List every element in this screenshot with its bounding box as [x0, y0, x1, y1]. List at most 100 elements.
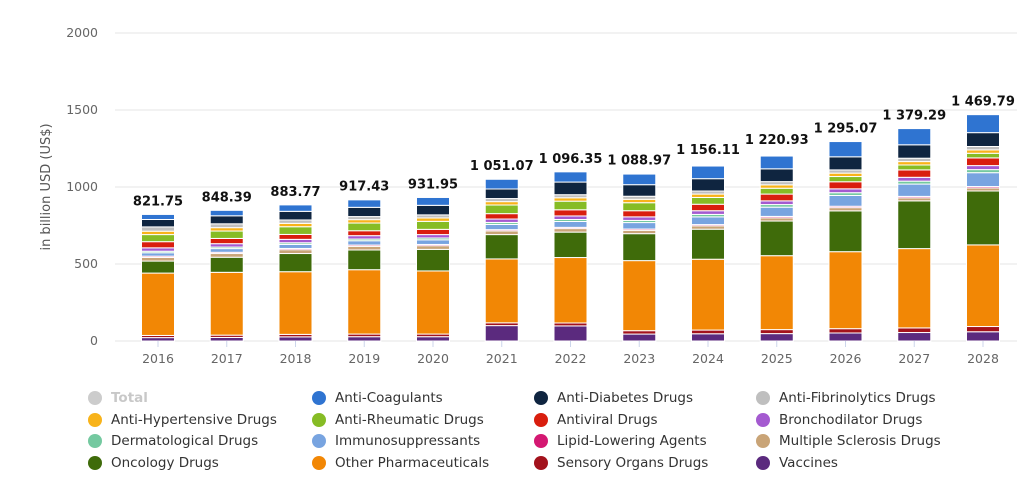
bar-segment-bronchodilator-drugs[interactable] — [897, 176, 932, 182]
bar-segment-anti-hypertensive-drugs[interactable] — [759, 184, 794, 189]
legend-item-bronchodilator-drugs[interactable]: Bronchodilator Drugs — [756, 410, 922, 430]
bar-segment-immunosuppressants[interactable] — [484, 223, 519, 231]
bar-segment-oncology-drugs[interactable] — [759, 220, 794, 257]
bar-segment-multiple-sclerosis-drugs[interactable] — [347, 245, 382, 251]
legend-item-multiple-sclerosis-drugs[interactable]: Multiple Sclerosis Drugs — [756, 431, 941, 451]
bar-segment-vaccines[interactable] — [347, 336, 382, 342]
bar-segment-other-pharmaceuticals[interactable] — [622, 260, 657, 332]
bar-segment-bronchodilator-drugs[interactable] — [347, 235, 382, 240]
bar-segment-anti-hypertensive-drugs[interactable] — [691, 193, 725, 198]
bar-segment-other-pharmaceuticals[interactable] — [759, 255, 794, 331]
bar-segment-antiviral-drugs[interactable] — [759, 193, 794, 202]
bar-segment-anti-coagulants[interactable] — [278, 204, 313, 212]
bar-segment-anti-diabetes-drugs[interactable] — [278, 210, 313, 221]
bar-segment-other-pharmaceuticals[interactable] — [209, 271, 244, 336]
bar-segment-antiviral-drugs[interactable] — [416, 228, 450, 236]
bar-segment-sensory-organs-drugs[interactable] — [759, 329, 794, 335]
bar-segment-other-pharmaceuticals[interactable] — [278, 271, 313, 335]
legend-item-antiviral-drugs[interactable]: Antiviral Drugs — [534, 410, 658, 430]
bar-segment-bronchodilator-drugs[interactable] — [553, 215, 588, 220]
bar-segment-anti-hypertensive-drugs[interactable] — [278, 222, 313, 228]
bar-segment-anti-rheumatic-drugs[interactable] — [622, 202, 657, 212]
bar-segment-multiple-sclerosis-drugs[interactable] — [691, 225, 725, 230]
bar-segment-oncology-drugs[interactable] — [691, 228, 725, 260]
bar-segment-antiviral-drugs[interactable] — [278, 233, 313, 240]
bar-segment-anti-hypertensive-drugs[interactable] — [141, 230, 175, 236]
bar-segment-immunosuppressants[interactable] — [691, 216, 725, 226]
bar-segment-anti-coagulants[interactable] — [484, 178, 519, 190]
bar-segment-antiviral-drugs[interactable] — [553, 209, 588, 217]
bar-segment-immunosuppressants[interactable] — [966, 172, 1000, 188]
bar-segment-anti-hypertensive-drugs[interactable] — [966, 149, 1000, 154]
legend-item-anti-rheumatic-drugs[interactable]: Anti-Rheumatic Drugs — [312, 410, 484, 430]
bar-segment-other-pharmaceuticals[interactable] — [553, 257, 588, 324]
bar-segment-vaccines[interactable] — [759, 333, 794, 342]
bar-segment-anti-rheumatic-drugs[interactable] — [278, 226, 313, 235]
bar-segment-immunosuppressants[interactable] — [828, 194, 863, 207]
bar-segment-anti-diabetes-drugs[interactable] — [966, 132, 1000, 147]
bar-segment-vaccines[interactable] — [209, 336, 244, 342]
bar-segment-multiple-sclerosis-drugs[interactable] — [209, 253, 244, 258]
legend-item-anti-coagulants[interactable]: Anti-Coagulants — [312, 388, 443, 408]
bar-segment-vaccines[interactable] — [828, 332, 863, 342]
bar-segment-oncology-drugs[interactable] — [828, 210, 863, 253]
bar-segment-anti-hypertensive-drugs[interactable] — [347, 219, 382, 224]
bar-segment-anti-diabetes-drugs[interactable] — [691, 178, 725, 192]
bar-segment-anti-coagulants[interactable] — [553, 171, 588, 183]
bar-segment-oncology-drugs[interactable] — [622, 233, 657, 262]
bar-segment-other-pharmaceuticals[interactable] — [828, 251, 863, 330]
bar-segment-anti-diabetes-drugs[interactable] — [828, 156, 863, 171]
bar-segment-vaccines[interactable] — [553, 325, 588, 342]
bar-segment-other-pharmaceuticals[interactable] — [897, 248, 932, 329]
bar-segment-immunosuppressants[interactable] — [759, 206, 794, 217]
bar-segment-antiviral-drugs[interactable] — [141, 241, 175, 249]
bar-segment-vaccines[interactable] — [141, 337, 175, 342]
bar-segment-anti-diabetes-drugs[interactable] — [209, 215, 244, 225]
bar-segment-multiple-sclerosis-drugs[interactable] — [416, 245, 450, 250]
bar-segment-anti-coagulants[interactable] — [897, 128, 932, 146]
bar-segment-anti-fibrinolytics-drugs[interactable] — [966, 145, 1000, 151]
bar-segment-antiviral-drugs[interactable] — [691, 203, 725, 212]
bar-segment-oncology-drugs[interactable] — [141, 260, 175, 274]
bar-segment-antiviral-drugs[interactable] — [484, 213, 519, 220]
bar-segment-anti-fibrinolytics-drugs[interactable] — [141, 226, 175, 232]
bar-segment-oncology-drugs[interactable] — [347, 249, 382, 271]
bar-segment-other-pharmaceuticals[interactable] — [141, 272, 175, 336]
bar-segment-vaccines[interactable] — [416, 336, 450, 342]
bar-segment-bronchodilator-drugs[interactable] — [209, 243, 244, 248]
bar-segment-anti-fibrinolytics-drugs[interactable] — [209, 223, 244, 229]
bar-segment-sensory-organs-drugs[interactable] — [622, 330, 657, 335]
bar-segment-anti-diabetes-drugs[interactable] — [141, 218, 175, 228]
bar-segment-anti-coagulants[interactable] — [209, 209, 244, 217]
bar-segment-anti-diabetes-drugs[interactable] — [897, 144, 932, 159]
bar-segment-vaccines[interactable] — [966, 331, 1000, 342]
bar-segment-immunosuppressants[interactable] — [278, 243, 313, 249]
bar-segment-anti-coagulants[interactable] — [759, 155, 794, 170]
bar-segment-other-pharmaceuticals[interactable] — [416, 270, 450, 335]
bar-segment-immunosuppressants[interactable] — [553, 220, 588, 228]
bar-segment-immunosuppressants[interactable] — [622, 222, 657, 230]
bar-segment-antiviral-drugs[interactable] — [209, 237, 244, 245]
bar-segment-anti-rheumatic-drugs[interactable] — [209, 230, 244, 239]
bar-segment-bronchodilator-drugs[interactable] — [691, 210, 725, 215]
bar-segment-anti-rheumatic-drugs[interactable] — [347, 222, 382, 232]
bar-segment-anti-coagulants[interactable] — [141, 213, 175, 220]
bar-segment-anti-rheumatic-drugs[interactable] — [759, 187, 794, 195]
bar-segment-bronchodilator-drugs[interactable] — [484, 218, 519, 223]
bar-segment-oncology-drugs[interactable] — [484, 234, 519, 260]
bar-segment-bronchodilator-drugs[interactable] — [141, 247, 175, 252]
bar-segment-anti-coagulants[interactable] — [622, 173, 657, 186]
bar-segment-sensory-organs-drugs[interactable] — [691, 329, 725, 335]
bar-segment-oncology-drugs[interactable] — [278, 253, 313, 273]
bar-segment-immunosuppressants[interactable] — [347, 240, 382, 246]
bar-segment-anti-rheumatic-drugs[interactable] — [416, 220, 450, 230]
bar-segment-anti-fibrinolytics-drugs[interactable] — [278, 219, 313, 224]
bar-segment-oncology-drugs[interactable] — [553, 231, 588, 259]
bar-segment-anti-coagulants[interactable] — [347, 199, 382, 208]
bar-segment-bronchodilator-drugs[interactable] — [759, 200, 794, 206]
bar-segment-anti-hypertensive-drugs[interactable] — [897, 161, 932, 166]
legend-item-total[interactable]: Total — [88, 388, 148, 408]
bar-segment-oncology-drugs[interactable] — [209, 256, 244, 273]
bar-segment-anti-diabetes-drugs[interactable] — [759, 168, 794, 183]
bar-segment-anti-rheumatic-drugs[interactable] — [141, 234, 175, 243]
